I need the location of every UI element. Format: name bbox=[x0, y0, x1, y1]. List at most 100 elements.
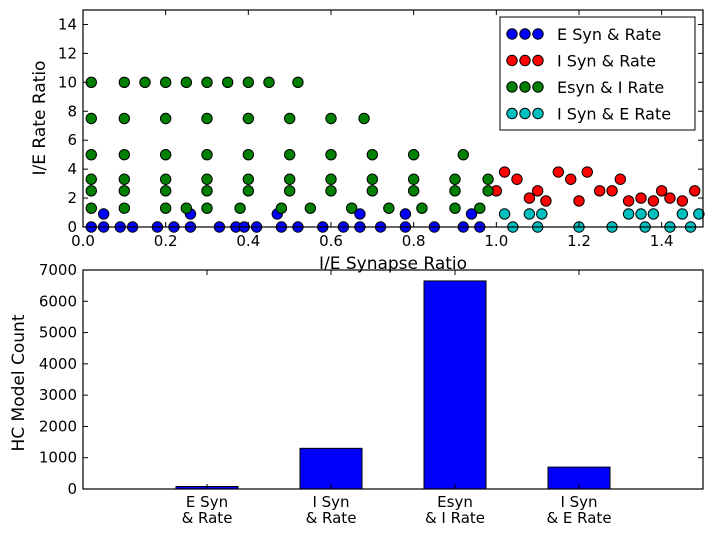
scatter-point bbox=[511, 173, 523, 185]
x-tick-label: 1.0 bbox=[484, 232, 508, 250]
scatter-point bbox=[325, 112, 337, 125]
scatter-point bbox=[159, 76, 172, 89]
scatter-point bbox=[283, 112, 296, 125]
y-tick-label: 14 bbox=[58, 15, 77, 33]
scatter-point bbox=[118, 185, 131, 197]
bar bbox=[299, 447, 363, 490]
scatter-point bbox=[482, 185, 494, 197]
y-tick-label: 0 bbox=[67, 218, 77, 236]
scatter-point bbox=[655, 185, 668, 197]
scatter-point bbox=[118, 112, 131, 125]
y-tick-label: 5000 bbox=[39, 324, 77, 342]
scatter-point bbox=[325, 185, 337, 197]
legend-marker bbox=[506, 81, 518, 93]
scatter-point bbox=[635, 192, 647, 204]
scatter-point bbox=[407, 173, 420, 185]
scatter-point bbox=[647, 195, 660, 207]
scatter-y-axis-label: I/E Rate Ratio bbox=[30, 61, 50, 176]
scatter-point bbox=[139, 76, 151, 89]
scatter-point bbox=[498, 166, 511, 178]
y-tick-label: 3000 bbox=[39, 386, 77, 404]
scatter-point bbox=[523, 208, 536, 220]
legend-entry: I Syn & E Rate bbox=[557, 105, 671, 124]
legend-entry: I Syn & Rate bbox=[557, 52, 656, 71]
scatter-point bbox=[693, 208, 705, 220]
legend-marker bbox=[519, 81, 531, 93]
scatter-point bbox=[676, 195, 689, 207]
scatter-point bbox=[221, 76, 234, 89]
scatter-point bbox=[159, 173, 172, 185]
y-tick-label: 2000 bbox=[39, 417, 77, 435]
legend-marker bbox=[532, 107, 544, 120]
scatter-point bbox=[606, 185, 618, 197]
y-tick-label: 0 bbox=[67, 480, 77, 498]
legend-marker bbox=[519, 54, 531, 67]
x-tick-label: 0.8 bbox=[402, 232, 426, 250]
scatter-point bbox=[201, 112, 213, 125]
x-tick-label: 0.6 bbox=[319, 232, 343, 250]
legend-marker bbox=[532, 81, 544, 93]
legend-marker bbox=[532, 54, 544, 67]
legend-marker bbox=[506, 54, 518, 67]
scatter-point bbox=[416, 202, 428, 214]
scatter-point bbox=[482, 173, 494, 185]
scatter-point bbox=[159, 148, 172, 161]
scatter-point bbox=[366, 173, 379, 185]
y-tick-label: 1000 bbox=[39, 449, 77, 467]
scatter-point bbox=[565, 173, 577, 185]
scatter-point bbox=[407, 148, 420, 161]
category-label: I Syn bbox=[560, 493, 597, 511]
scatter-point bbox=[366, 185, 379, 197]
y-tick-label: 12 bbox=[58, 44, 77, 62]
scatter-point bbox=[345, 202, 358, 214]
y-tick-label: 7000 bbox=[39, 261, 77, 279]
x-tick-label: 0.0 bbox=[71, 232, 95, 250]
scatter-point bbox=[283, 148, 296, 161]
scatter-point bbox=[118, 76, 131, 89]
category-label: E Syn bbox=[186, 493, 228, 511]
legend-box bbox=[499, 16, 696, 131]
y-tick-label: 6000 bbox=[39, 292, 77, 310]
bar-axes-frame bbox=[82, 269, 704, 490]
scatter-point bbox=[201, 173, 213, 185]
scatter-point bbox=[399, 208, 412, 220]
legend-marker bbox=[519, 28, 531, 40]
category-label: & Rate bbox=[306, 509, 357, 527]
scatter-point bbox=[498, 208, 511, 220]
scatter-point bbox=[552, 166, 565, 178]
scatter-point bbox=[474, 202, 486, 214]
scatter-point bbox=[689, 185, 701, 197]
bar bbox=[423, 280, 487, 490]
scatter-point bbox=[664, 192, 676, 204]
scatter-point bbox=[118, 173, 131, 185]
x-tick-label: 1.4 bbox=[650, 232, 674, 250]
bar-marks bbox=[175, 280, 611, 490]
scatter-point bbox=[85, 185, 97, 197]
y-tick-label: 4 bbox=[67, 160, 77, 178]
scatter-point bbox=[242, 76, 255, 89]
legend-marker bbox=[519, 107, 531, 120]
category-label: I Syn bbox=[312, 493, 349, 511]
y-tick-label: 2 bbox=[67, 189, 77, 207]
scatter-point bbox=[622, 195, 635, 207]
scatter-x-axis-label: I/E Synapse Ratio bbox=[319, 254, 467, 274]
scatter-points bbox=[85, 76, 705, 233]
x-tick-label: 1.2 bbox=[567, 232, 591, 250]
scatter-point bbox=[449, 173, 461, 185]
scatter-point bbox=[201, 202, 213, 214]
scatter-point bbox=[325, 148, 337, 161]
scatter-point bbox=[242, 112, 255, 125]
scatter-point bbox=[263, 76, 275, 89]
scatter-point bbox=[159, 202, 172, 214]
x-tick-label: 0.2 bbox=[154, 232, 178, 250]
scatter-point bbox=[97, 208, 110, 220]
scatter-point bbox=[85, 173, 97, 185]
scatter-point bbox=[449, 202, 461, 214]
scatter-point bbox=[283, 173, 296, 185]
scatter-point bbox=[304, 202, 317, 214]
bar-y-ticks: 0 1000 2000 3000 4000 5000 6000 7000 bbox=[39, 261, 703, 498]
y-tick-label: 10 bbox=[58, 73, 77, 91]
